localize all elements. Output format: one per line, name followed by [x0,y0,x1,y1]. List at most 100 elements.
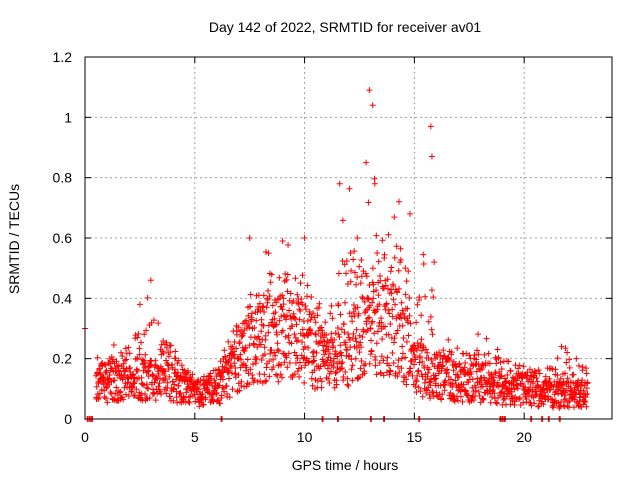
data-point [286,307,293,314]
data-point [274,340,281,347]
data-point [186,399,193,406]
data-point [396,285,403,292]
data-point [109,365,116,372]
data-point [455,397,462,404]
data-point [283,276,290,283]
data-point [337,342,344,349]
data-point [262,248,269,255]
data-point [356,332,363,339]
data-point [347,250,354,257]
data-point [333,381,340,388]
data-point [580,387,587,394]
data-point [583,403,590,410]
x-tick-label: 0 [81,429,89,445]
data-point [385,362,392,369]
data-point [117,388,124,395]
data-point [430,393,437,400]
data-point [141,331,148,338]
data-point [500,396,507,403]
data-point [346,310,353,317]
data-point [558,343,565,350]
data-point [221,364,228,371]
data-point [558,398,565,405]
data-point [554,372,561,379]
data-point [221,347,228,354]
data-point [390,339,397,346]
data-point [163,357,170,364]
data-point [448,349,455,356]
data-point [498,365,505,372]
data-point [432,372,439,379]
data-point [428,153,435,160]
data-point [429,331,436,338]
data-point [415,384,422,391]
data-point [428,326,435,333]
data-point [213,391,220,398]
data-point [469,393,476,400]
data-point [400,310,407,317]
data-point [489,394,496,401]
data-point [501,375,508,382]
data-point [175,382,182,389]
data-point [446,357,453,364]
data-point [462,359,469,366]
data-point [365,199,372,206]
data-point [274,346,281,353]
data-point [373,340,380,347]
data-point [261,344,268,351]
data-point [359,293,366,300]
data-point [167,349,174,356]
data-point [262,332,269,339]
data-point [282,333,289,340]
data-point [372,357,379,364]
data-point [474,347,480,354]
data-point [583,370,590,377]
data-point [354,274,361,281]
data-point [354,235,361,241]
data-point [155,370,162,377]
data-point [314,312,321,319]
data-point [310,310,317,317]
data-point [492,399,499,406]
y-tick-label: 0.2 [53,351,73,367]
data-point [573,355,580,362]
data-point [449,380,456,387]
data-point [430,294,437,301]
data-point [145,385,152,392]
data-point [201,373,208,380]
data-point [171,381,178,388]
data-point [419,358,426,365]
data-point [237,356,244,363]
data-point [231,338,238,345]
data-point [584,379,591,386]
data-point [375,292,382,299]
data-point [562,370,569,377]
data-point [205,378,212,385]
data-point [367,351,374,358]
data-point [152,357,159,364]
data-point [468,371,475,378]
data-point [296,316,303,323]
data-point [367,302,374,309]
data-point [452,362,459,369]
data-point [366,314,373,321]
data-point [315,304,322,311]
data-point [312,319,319,326]
data-point [438,363,445,370]
data-point [233,331,240,338]
data-point [438,396,445,403]
data-point [529,369,536,376]
data-point [313,349,320,356]
data-point [343,346,350,353]
data-point [120,396,127,403]
data-point [146,395,153,402]
data-point [253,317,260,324]
data-point [308,314,315,321]
data-point [578,382,585,389]
data-point [460,381,467,388]
data-point [358,358,365,365]
data-point [364,315,371,322]
data-point [335,270,342,277]
data-point [459,386,466,393]
data-point [260,322,267,329]
